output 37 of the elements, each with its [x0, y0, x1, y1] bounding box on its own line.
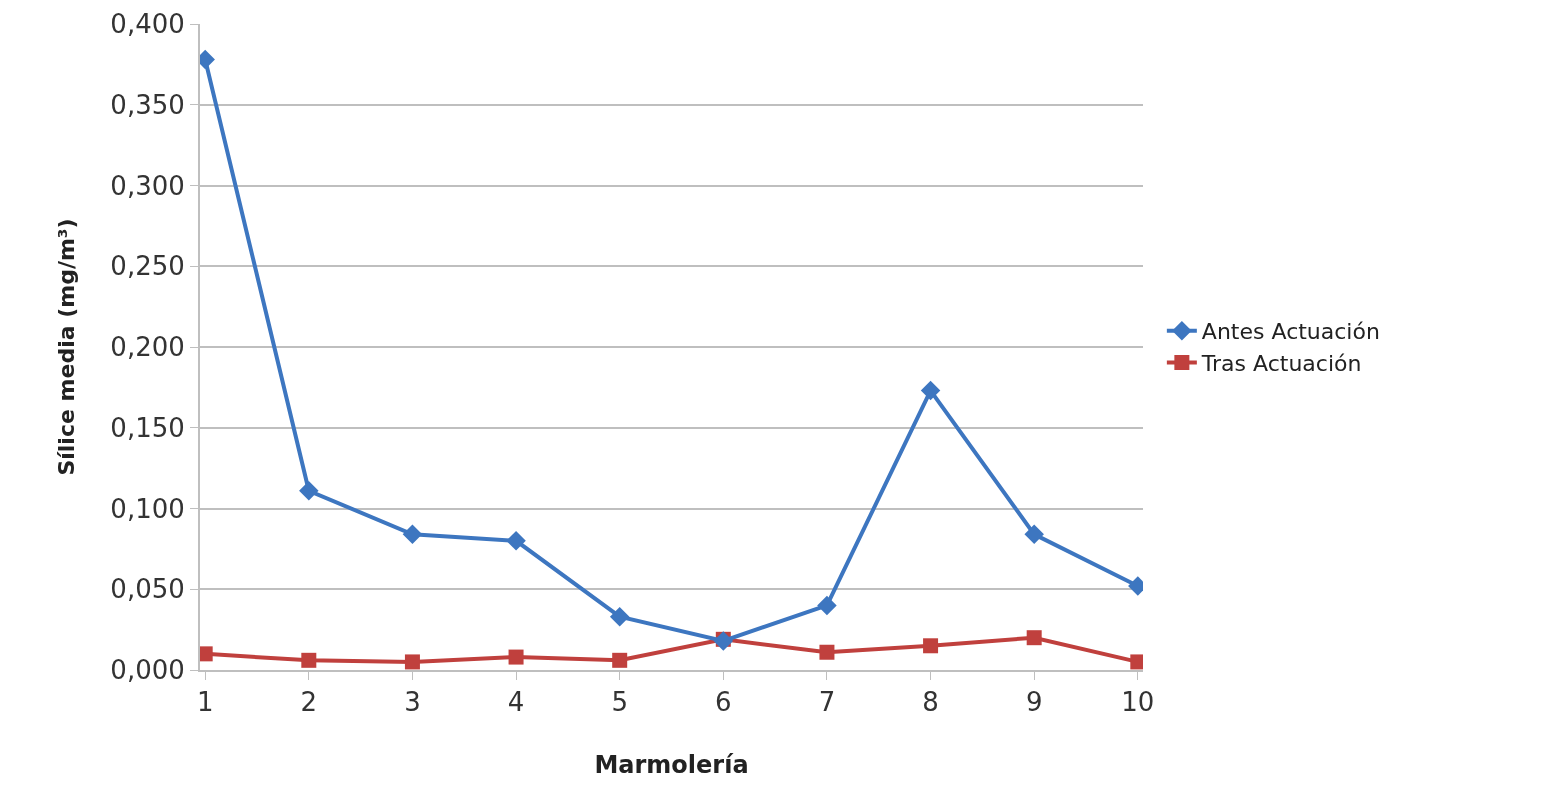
point	[923, 638, 939, 654]
x-tick-label: 2	[300, 687, 318, 718]
y-tick-label: 0,400	[110, 9, 185, 40]
legend-label: Tras Actuación	[1200, 350, 1362, 376]
x-tick-label: 9	[1025, 687, 1043, 718]
x-tick-label: 8	[922, 687, 939, 718]
point	[402, 524, 423, 545]
point	[817, 595, 837, 616]
x-tick-label: 3	[404, 687, 421, 718]
y-axis-title: Sílice media (mg/m³)	[53, 218, 79, 476]
point	[1024, 524, 1044, 545]
x-axis-title: Marmolería	[594, 751, 749, 779]
x-tick-label: 1	[196, 687, 214, 718]
y-tick-label: 0,200	[110, 332, 185, 363]
point	[609, 606, 630, 627]
point	[404, 654, 420, 670]
point	[819, 644, 835, 660]
x-tick-label: 6	[715, 687, 732, 718]
y-tick-label: 0,100	[110, 493, 185, 524]
point	[1026, 630, 1042, 646]
x-tick-label: 10	[1121, 687, 1155, 718]
y-tick-label: 0,150	[110, 412, 185, 443]
point	[301, 652, 317, 668]
y-tick-label: 0,350	[110, 89, 185, 120]
x-tick-label: 7	[818, 687, 836, 718]
legend-label: Antes Actuación	[1201, 319, 1380, 345]
y-tick-label: 0,050	[110, 574, 185, 605]
y-tick-label: 0,000	[110, 655, 185, 686]
point	[506, 531, 526, 551]
y-tick-label: 0,250	[110, 251, 185, 282]
y-tick-label: 0,300	[110, 170, 185, 201]
point	[508, 649, 524, 665]
point	[920, 380, 941, 401]
x-tick-label: 5	[611, 687, 628, 718]
point	[612, 652, 628, 668]
point	[299, 480, 319, 501]
x-tick-label: 4	[507, 687, 525, 718]
